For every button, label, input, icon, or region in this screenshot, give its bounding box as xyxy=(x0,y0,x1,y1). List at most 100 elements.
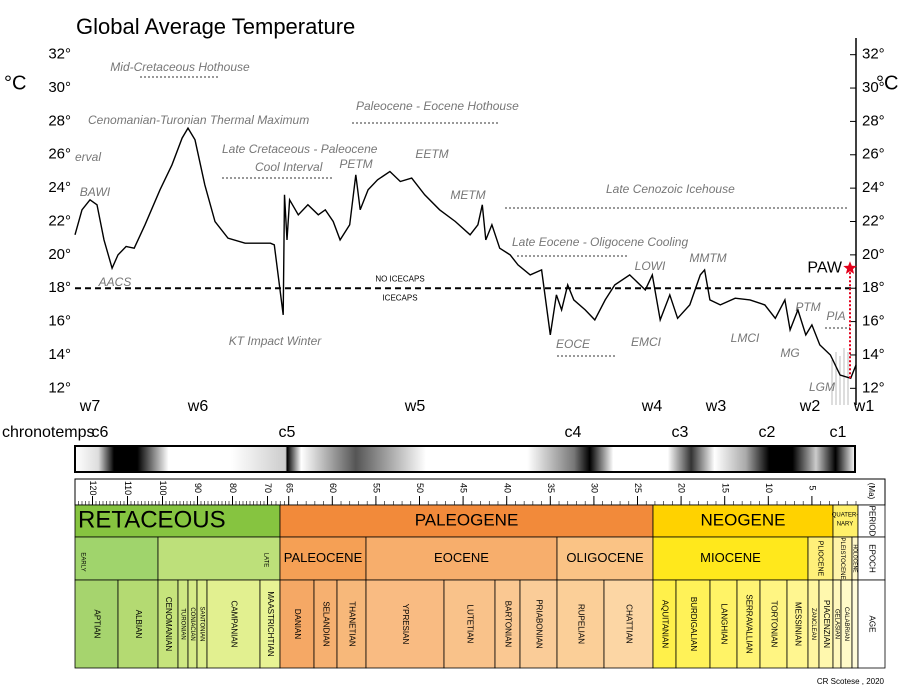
threshold-label: NO ICECAPS xyxy=(375,274,424,283)
y-tick-label: 18° xyxy=(48,279,71,296)
age-label: CHATTIAN xyxy=(624,604,633,644)
epoch-cell xyxy=(74,536,159,581)
annotation: EETM xyxy=(415,147,448,161)
period-cell xyxy=(279,504,654,538)
annotation: MMTM xyxy=(689,251,726,265)
epoch-label: MIOCENE xyxy=(700,550,761,565)
x-tick-label: 10 xyxy=(764,483,774,493)
y-tick-label: 22° xyxy=(48,212,71,229)
epoch-label: PLIOCENE xyxy=(817,541,824,577)
chronotemps-label: chronotemps xyxy=(2,424,95,441)
annotation: EOCE xyxy=(556,337,591,351)
age-label: ZANCLEAN xyxy=(810,608,816,640)
age-label: CALABRIAN xyxy=(843,607,849,641)
annotation: PIA xyxy=(826,309,845,323)
chronotemp-label: c4 xyxy=(565,424,582,441)
age-cell xyxy=(206,579,261,669)
x-tick-label: 110 xyxy=(123,481,133,495)
period-label: NARY xyxy=(837,522,854,528)
warm-label: w3 xyxy=(705,398,727,415)
age-cell xyxy=(443,579,496,669)
x-tick-label: 65 xyxy=(284,483,294,493)
x-unit: (Ma) xyxy=(867,483,876,500)
y-tick-label: 26° xyxy=(862,146,885,163)
x-tick-label: 25 xyxy=(633,483,643,493)
x-tick-label: 50 xyxy=(415,483,425,493)
age-label: YPRESIAN xyxy=(401,604,410,645)
annotation: Mid-Cretaceous Hothouse xyxy=(110,60,250,74)
annotation: BAWI xyxy=(80,185,111,199)
x-tick-label: 35 xyxy=(546,483,556,493)
age-label: PRIABONIAN xyxy=(534,599,543,649)
chronotemp-label: c6 xyxy=(92,424,109,441)
age-cell xyxy=(851,579,859,669)
y-tick-label: 18° xyxy=(862,279,885,296)
age-cell xyxy=(494,579,521,669)
y-tick-label: 24° xyxy=(862,179,885,196)
age-cell xyxy=(117,579,159,669)
age-label: AQUITANIAN xyxy=(660,600,669,649)
annotation: Late Cenozoic Icehouse xyxy=(606,182,735,196)
x-tick-label: 100 xyxy=(158,480,168,495)
y-tick-label: 30° xyxy=(48,79,71,96)
x-tick-label: 55 xyxy=(372,483,382,493)
annotation: Cenomanian-Turonian Thermal Maximum xyxy=(88,113,309,127)
epoch-label: OLIGOCENE xyxy=(566,550,644,565)
y-tick-label: 24° xyxy=(48,179,71,196)
warm-label: w7 xyxy=(79,398,101,415)
epoch-cell xyxy=(365,536,558,581)
x-tick-label: 80 xyxy=(228,483,238,493)
age-label: PIACENZIAN xyxy=(822,600,831,648)
x-tick-label: 5 xyxy=(808,485,818,490)
epoch-cell xyxy=(157,536,281,581)
row-cell xyxy=(857,536,886,581)
epoch-label: EARLY xyxy=(79,552,85,571)
credit: CR Scotese , 2020 xyxy=(817,677,885,686)
y-unit-right: °C xyxy=(876,72,898,94)
age-cell xyxy=(675,579,711,669)
annotation: Cool Interval xyxy=(255,160,323,174)
x-tick-label: 90 xyxy=(193,483,203,493)
age-label: DANIAN xyxy=(293,609,302,639)
age-label: BURDIGALIAN xyxy=(689,597,698,651)
annotation: LOWI xyxy=(635,259,666,273)
age-label: SELANDIAN xyxy=(321,601,330,647)
y-tick-label: 20° xyxy=(862,246,885,263)
warm-label: w2 xyxy=(799,398,821,415)
age-label: THANETIAN xyxy=(347,601,356,647)
age-label: LUTETIAN xyxy=(465,605,474,644)
age-label: CENOMANIAN xyxy=(164,597,173,651)
annotation: EMCI xyxy=(631,335,662,349)
age-cell xyxy=(709,579,738,669)
chart-title: Global Average Temperature xyxy=(76,14,355,39)
age-label: MAASTRICHTIAN xyxy=(266,591,275,657)
age-label: APTIAN xyxy=(92,610,101,639)
age-cell xyxy=(336,579,367,669)
y-unit-left: °C xyxy=(4,72,26,94)
chronotemp-label: c3 xyxy=(672,424,689,441)
epoch-cell xyxy=(556,536,654,581)
x-tick-label: 40 xyxy=(502,483,512,493)
chronotemp-label: c2 xyxy=(759,424,776,441)
period-cell xyxy=(652,504,834,538)
temperature-line xyxy=(74,126,857,380)
age-label: SANTONIAN xyxy=(198,607,204,642)
age-label: TURONIAN xyxy=(179,608,185,639)
age-label: CAMPANIAN xyxy=(229,601,238,648)
x-tick-label: 70 xyxy=(263,483,273,493)
period-label: QUATER- xyxy=(832,513,859,519)
period-label: PALEOGENE xyxy=(415,510,519,529)
annotation: Late Eocene - Oligocene Cooling xyxy=(512,235,688,249)
x-tick-label: 60 xyxy=(328,483,338,493)
y-tick-label: 12° xyxy=(48,379,71,396)
period-label: NEOGENE xyxy=(700,510,785,529)
paw-label: PAW xyxy=(807,259,843,276)
age-cell xyxy=(603,579,654,669)
annotation: erval xyxy=(75,150,101,164)
y-tick-label: 14° xyxy=(48,346,71,363)
age-cell xyxy=(74,579,119,669)
annotation: PTM xyxy=(795,300,820,314)
y-tick-label: 32° xyxy=(48,46,71,63)
y-tick-label: 14° xyxy=(862,346,885,363)
